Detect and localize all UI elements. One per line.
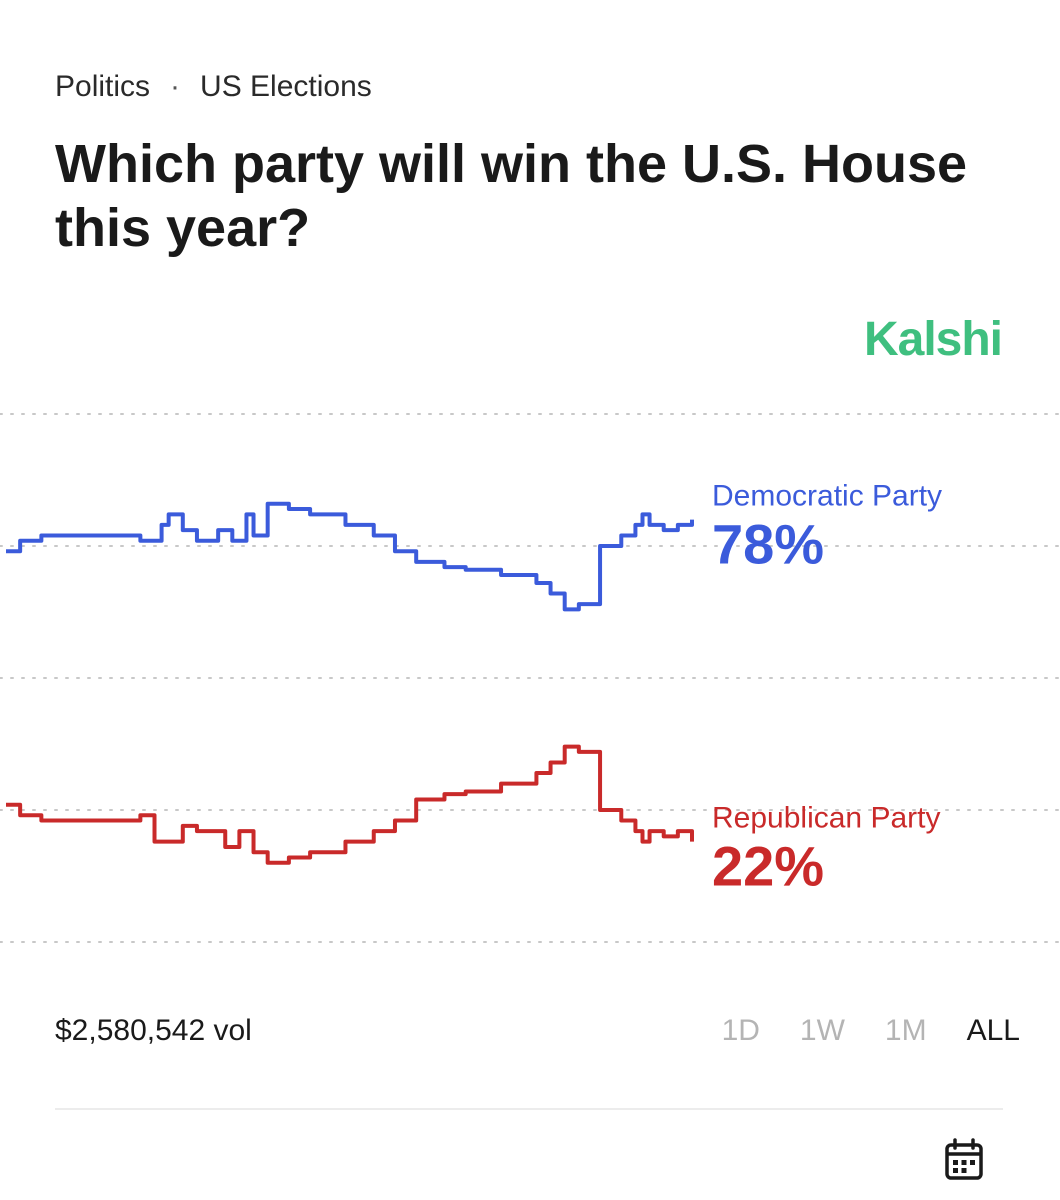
- range-1w[interactable]: 1W: [799, 1014, 845, 1047]
- series-name-republican: Republican Party: [712, 802, 940, 835]
- calendar-icon[interactable]: [944, 1138, 984, 1182]
- chart-lines: [6, 501, 694, 865]
- series-value-republican: 22%: [712, 835, 824, 898]
- time-range-selector: 1D 1W 1M ALL: [722, 1014, 1020, 1048]
- series-value-democratic: 78%: [712, 513, 824, 576]
- volume-text: $2,580,542 vol: [55, 1014, 252, 1047]
- series-line-democratic: [6, 501, 694, 612]
- kalshi-logo: Kalshi: [863, 313, 1003, 366]
- page-title: Which party will win the U.S. House this…: [55, 134, 968, 258]
- range-all[interactable]: ALL: [966, 1014, 1020, 1047]
- series-line-republican: [6, 744, 694, 865]
- range-1d[interactable]: 1D: [721, 1014, 760, 1047]
- breadcrumb-subcategory[interactable]: US Elections: [200, 70, 372, 103]
- breadcrumb-category[interactable]: Politics: [55, 70, 151, 103]
- series-name-democratic: Democratic Party: [712, 480, 942, 513]
- chart-grid: [0, 413, 1060, 943]
- breadcrumb: Politics · US Elections: [55, 70, 372, 104]
- range-1m[interactable]: 1M: [884, 1014, 927, 1047]
- breadcrumb-separator: ·: [170, 70, 181, 103]
- divider: [55, 1108, 1003, 1110]
